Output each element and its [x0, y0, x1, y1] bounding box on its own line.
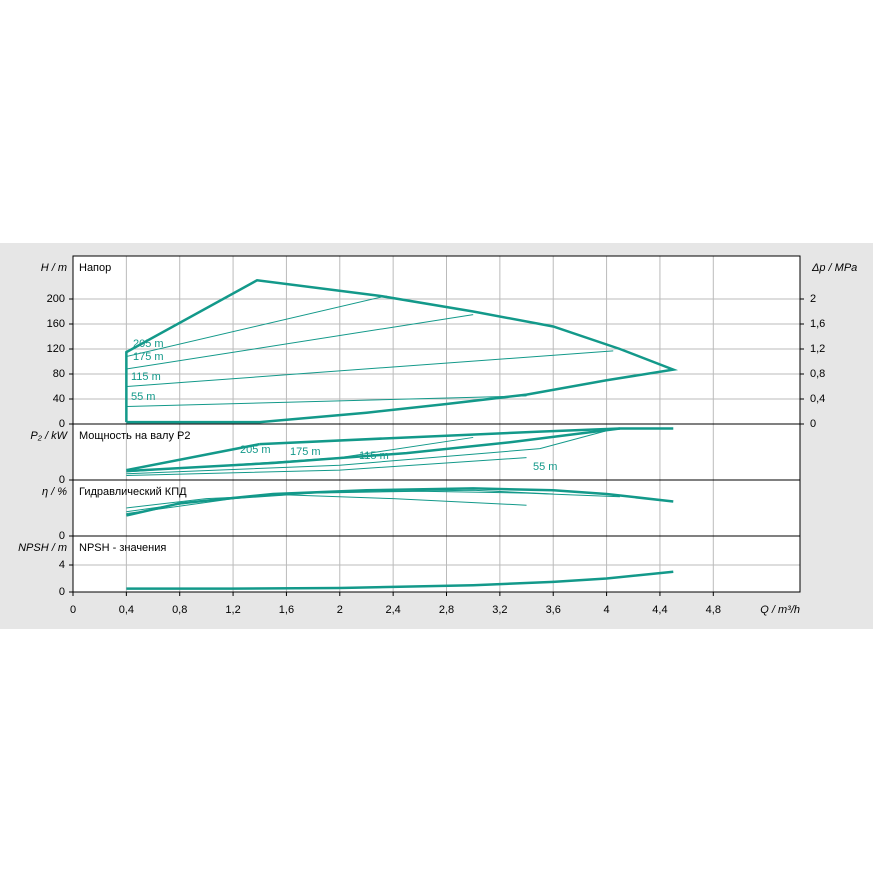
panel-title: Напор	[79, 262, 111, 274]
y2-tick-label: 0	[810, 418, 816, 430]
y-axis-label: NPSH / m	[18, 542, 67, 554]
y-tick-label: 40	[53, 393, 65, 405]
series-line	[126, 314, 474, 370]
series-label: 115 m	[131, 371, 161, 383]
y-axis-label: P₂ / kW	[30, 430, 68, 442]
y-tick-label: 160	[47, 318, 65, 330]
panel-title: Мощность на валу P2	[79, 430, 191, 442]
series-label: 55 m	[131, 391, 155, 403]
series-line	[126, 489, 554, 515]
y-tick-label: 80	[53, 368, 65, 380]
panel-title: Гидравлический КПД	[79, 486, 187, 498]
series-label: 55 m	[533, 461, 557, 473]
panel-frame	[72, 535, 801, 593]
y2-tick-label: 1,2	[810, 343, 825, 355]
x-tick-label: 2,4	[385, 604, 400, 616]
y2-tick-label: 0,4	[810, 393, 825, 405]
panel-title: NPSH - значения	[79, 542, 166, 554]
series-line	[126, 457, 527, 477]
y-tick-label: 120	[47, 343, 65, 355]
x-tick-label: 0,8	[172, 604, 187, 616]
y-tick-label: 0	[59, 474, 65, 486]
series-line	[126, 295, 387, 357]
y2-tick-label: 2	[810, 293, 816, 305]
x-tick-label: 2	[337, 604, 343, 616]
y-tick-label: 0	[59, 586, 65, 598]
y-tick-label: 0	[59, 530, 65, 542]
y-tick-label: 200	[47, 293, 65, 305]
series-line	[126, 427, 621, 473]
y2-tick-label: 0,8	[810, 368, 825, 380]
series-line	[126, 350, 614, 387]
y-tick-label: 4	[59, 559, 65, 571]
x-tick-label: 0,4	[119, 604, 134, 616]
x-tick-label: 2,8	[439, 604, 454, 616]
y2-axis-label: Δp / MPa	[811, 262, 857, 274]
series-line	[126, 430, 607, 475]
x-axis-label: Q / m³/h	[760, 604, 800, 616]
x-tick-label: 1,2	[225, 604, 240, 616]
y-axis-label: η / %	[42, 486, 67, 498]
series-line	[126, 395, 527, 407]
x-tick-label: 3,6	[546, 604, 561, 616]
x-tick-label: 1,6	[279, 604, 294, 616]
y2-tick-label: 1,6	[810, 318, 825, 330]
series-line	[126, 570, 674, 590]
x-tick-label: 4,4	[652, 604, 667, 616]
y-axis-label: H / m	[41, 262, 67, 274]
series-line	[126, 442, 260, 472]
x-tick-label: 0	[70, 604, 76, 616]
series-line	[259, 427, 674, 446]
series-line	[125, 278, 679, 424]
series-label: 175 m	[290, 446, 321, 458]
y-tick-label: 0	[59, 418, 65, 430]
series-label: 205 m	[240, 444, 271, 456]
x-tick-label: 4,8	[706, 604, 721, 616]
series-label: 175 m	[133, 351, 164, 363]
series-label: 205 m	[133, 338, 164, 350]
x-tick-label: 3,2	[492, 604, 507, 616]
x-tick-label: 4	[604, 604, 610, 616]
